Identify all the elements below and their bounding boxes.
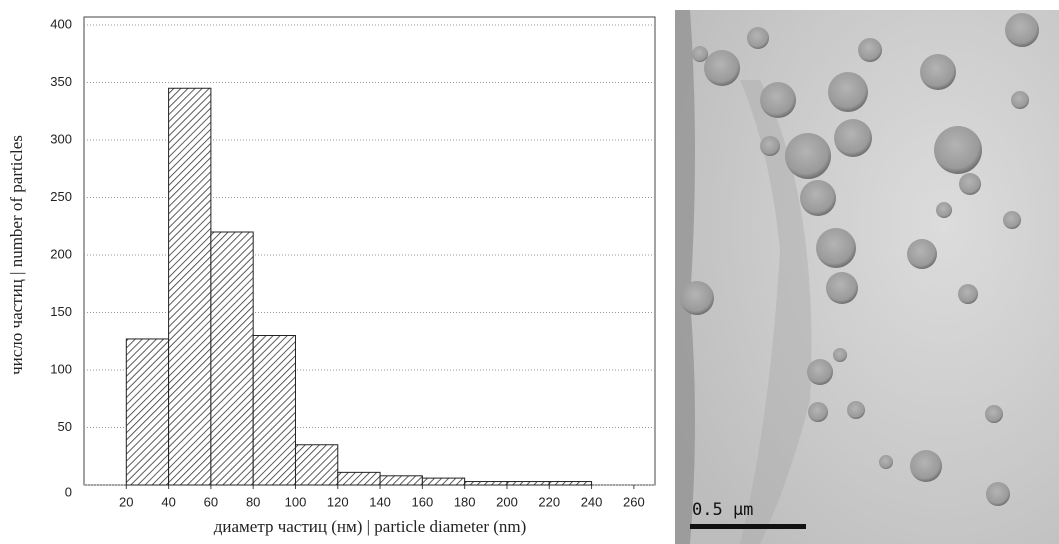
y-tick-label: 150 [50,304,72,319]
bar [464,481,508,486]
x-tick-label: 120 [327,494,349,509]
x-tick-label: 100 [285,494,307,509]
x-tick-label: 160 [412,494,434,509]
x-tick-label: 220 [538,494,560,509]
bar [421,477,466,486]
histogram: 0 50 100 150 200 250 300 350 400 20 40 60 80 100 120 14… [50,16,656,509]
y-axis-title: число частиц | number of particles [7,135,26,375]
scale-bar-label: 0.5 μm [692,500,753,520]
y-tick-label: 200 [50,246,72,261]
micrograph: 0.5 μm [675,10,1059,544]
x-tick-label: 200 [496,494,518,509]
y-tick-label: 0 [65,484,72,499]
y-tick-label: 250 [50,189,72,204]
y-tick-label: 100 [50,361,72,376]
x-tick-label: 260 [623,494,645,509]
x-tick-label: 80 [246,494,260,509]
bar [125,338,170,486]
bar [210,231,254,486]
x-tick-label: 60 [204,494,218,509]
x-tick-label: 240 [581,494,603,509]
y-tick-label: 300 [50,131,72,146]
y-tick-label: 350 [50,74,72,89]
bar [506,481,550,486]
bar [294,444,339,486]
bar [168,87,212,486]
bar [379,475,423,486]
bar [252,335,296,486]
y-tick-label: 400 [50,16,72,31]
y-tick-label: 50 [58,419,72,434]
x-axis-title: диаметр частиц (нм) | particle diameter … [214,517,527,536]
x-tick-label: 40 [161,494,175,509]
x-tick-label: 180 [454,494,476,509]
bar [337,471,381,486]
x-tick-label: 140 [369,494,391,509]
x-tick-label: 20 [119,494,133,509]
bar [548,481,593,486]
